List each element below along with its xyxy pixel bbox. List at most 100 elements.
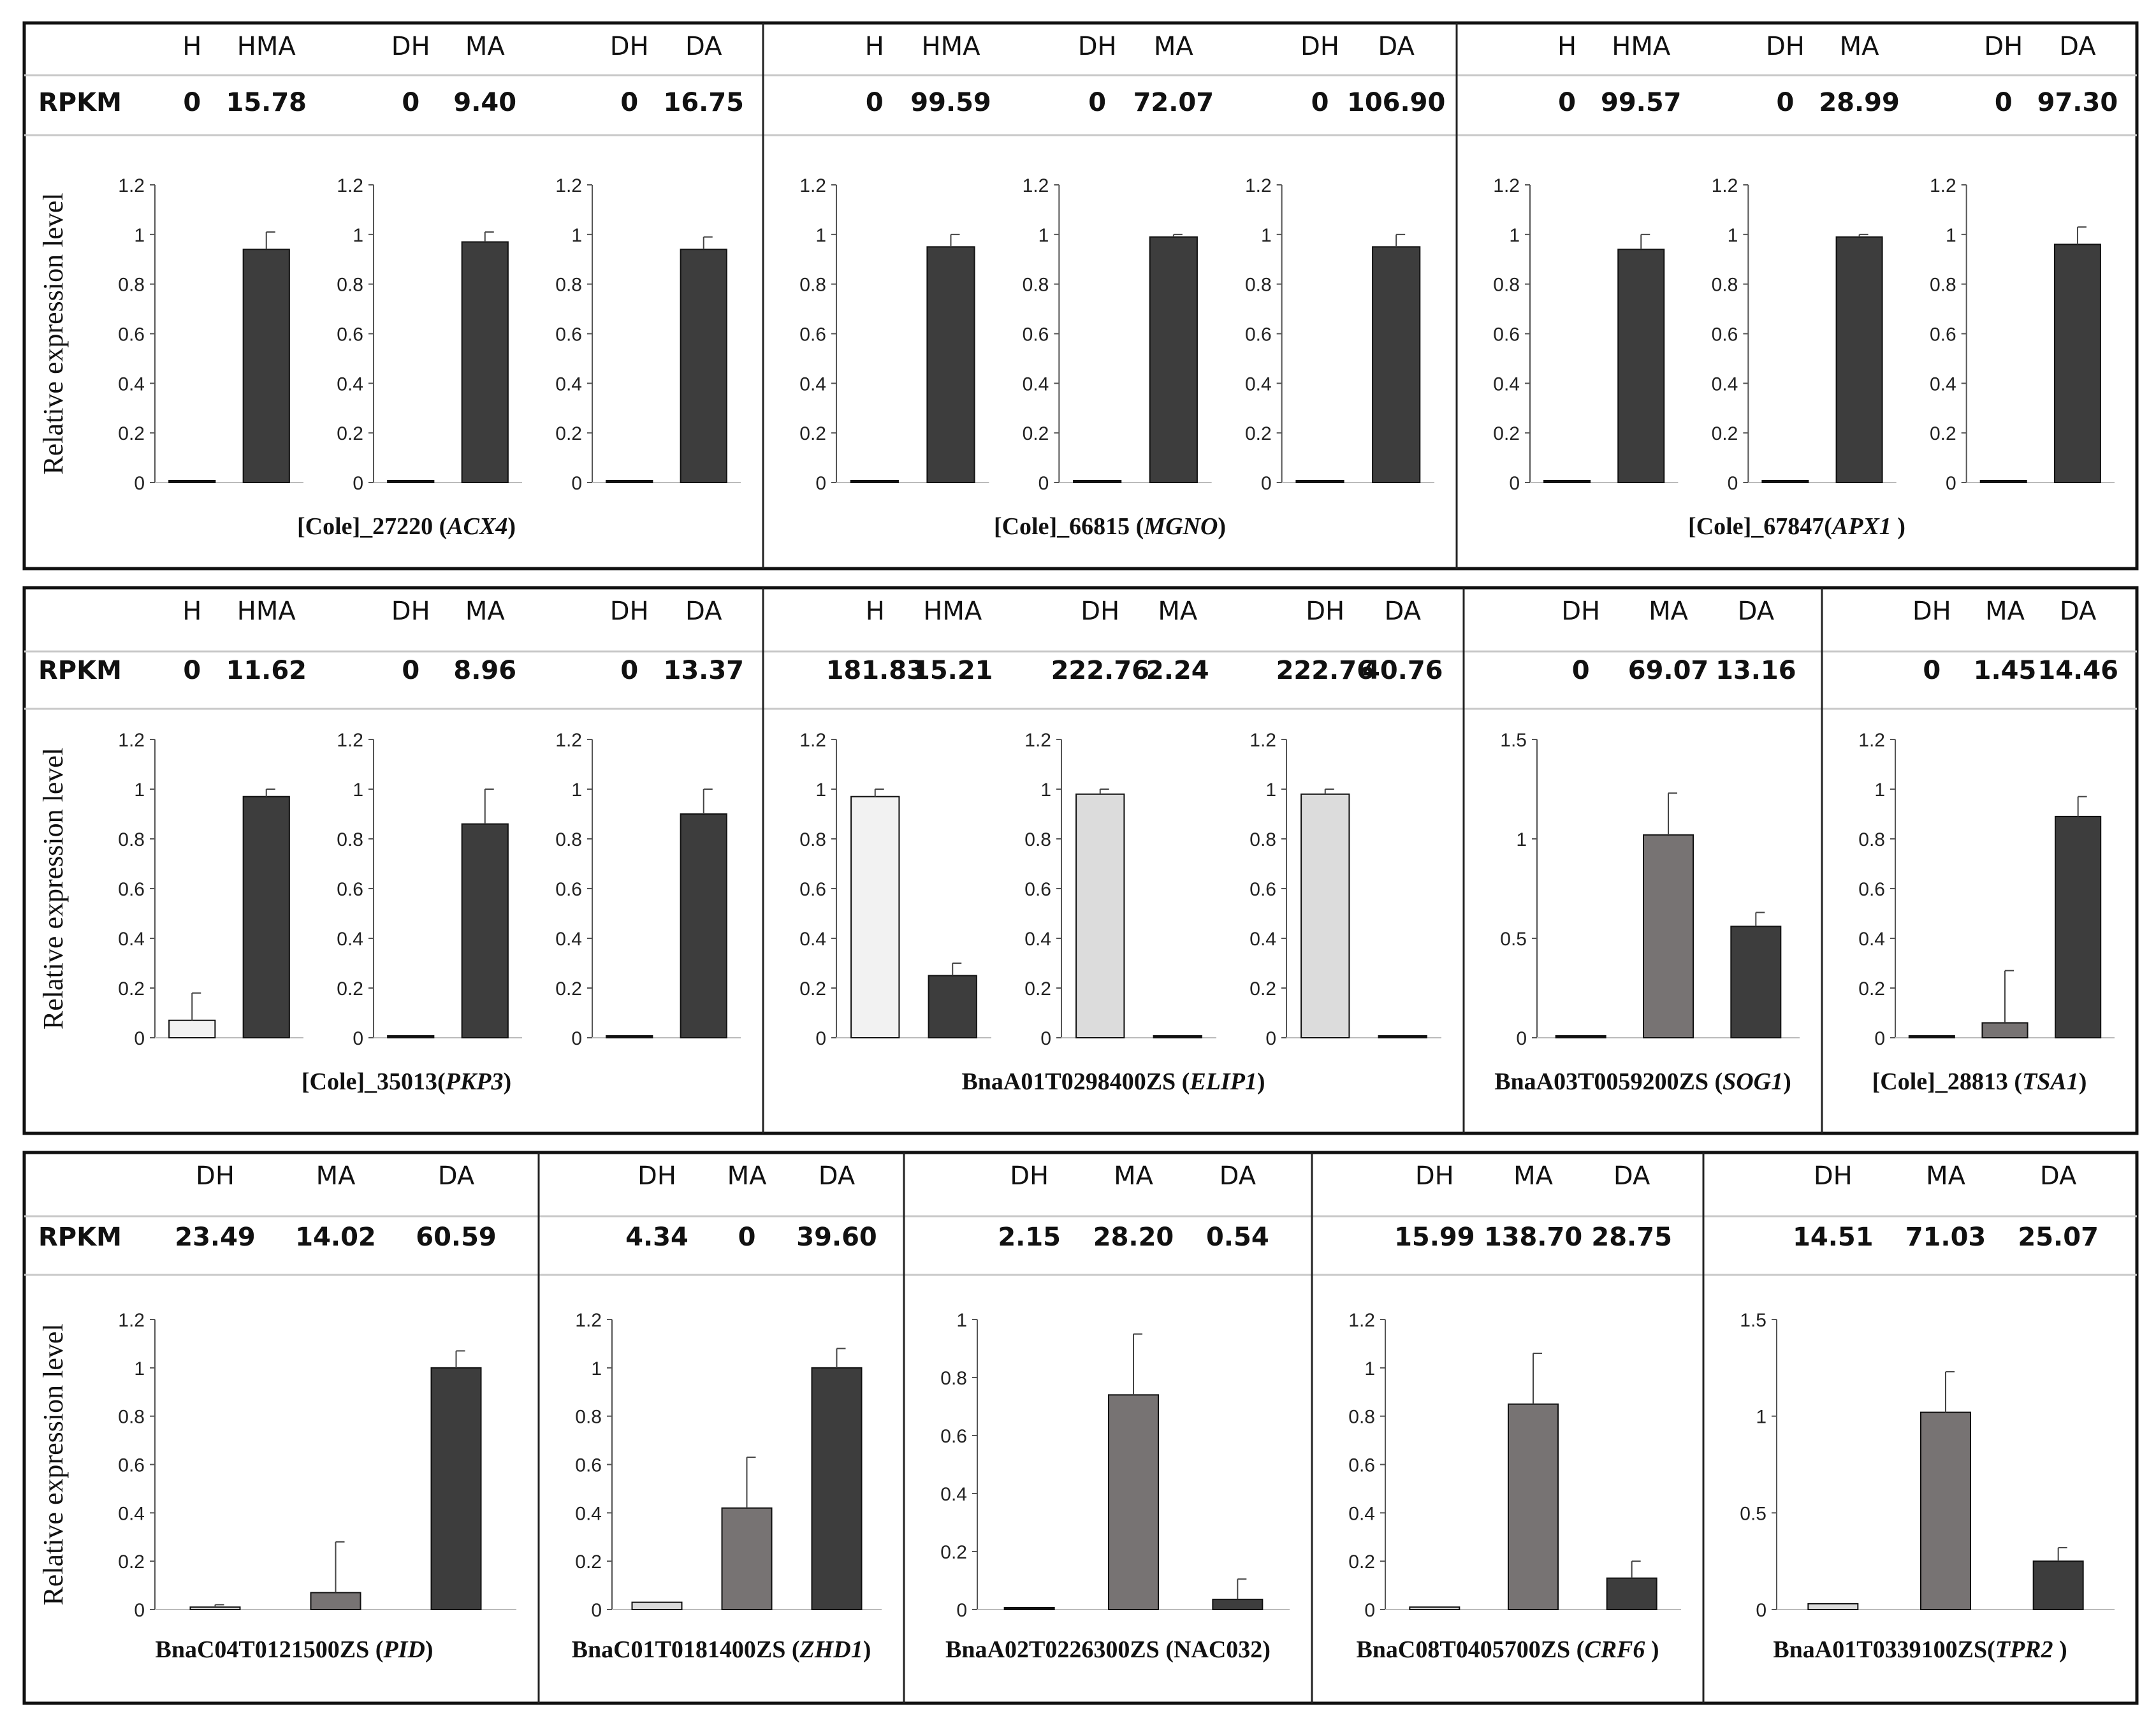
bar-ma [1643, 834, 1694, 1038]
y-tick-label: 1.2 [1249, 730, 1276, 751]
gene-caption: BnaC04T0121500ZS (PID) [155, 1636, 433, 1663]
y-tick-label: 1 [1946, 225, 1956, 246]
row-frame [22, 21, 2139, 571]
caption-id: [Cole]_27220 ( [297, 513, 447, 540]
y-tick-label: 0.4 [1245, 374, 1272, 395]
y-tick-label: 0.2 [1245, 423, 1272, 444]
y-tick-label: 0.6 [118, 324, 145, 345]
rpkm-value: 0.54 [1206, 1223, 1269, 1252]
y-tick-label: 0.4 [118, 929, 145, 950]
y-tick-label: 0 [956, 1600, 967, 1621]
caption-id: BnaA01T0339100ZS( [1773, 1636, 1995, 1663]
caption-end: ) [2079, 1068, 2087, 1095]
rpkm-value: 1.45 [1974, 656, 2037, 685]
rpkm-value: 2.15 [998, 1223, 1061, 1252]
bar-dh [1073, 480, 1122, 483]
rpkm-value: 40.76 [1362, 656, 1443, 685]
y-tick-label: 0.2 [118, 423, 145, 444]
y-tick-label: 1 [591, 1358, 602, 1379]
bar-dh [387, 480, 435, 483]
bar-chart: 0 0.5 1 1.5 DH 14.51 MA 71.03 DA 25.07 [1740, 1161, 2115, 1621]
y-tick-label: 0.4 [337, 929, 363, 950]
y-tick-label: 0.6 [555, 879, 582, 900]
rpkm-label: RPKM [38, 88, 122, 117]
rpkm-label: RPKM [38, 1223, 122, 1252]
rpkm-value: 0 [1088, 88, 1106, 117]
y-tick-label: 0.8 [1858, 829, 1885, 850]
bar-chart: 0 0.5 1 1.5 DH 0 MA 69.07 DA 13.16 [1500, 597, 1800, 1049]
bar-chart: 0 0.2 0.4 0.6 0.8 1 1.2 H 0 HMA 99.57 [1493, 32, 1681, 494]
category-label: DH [1814, 1161, 1853, 1191]
bar-dh [606, 1035, 653, 1038]
y-axis-label: Relative expression level [38, 1323, 69, 1605]
bar-chart: 0 0.2 0.4 0.6 0.8 1 1.2 DH 222.76 MA 2.24 [1024, 597, 1216, 1049]
y-tick-label: 0.4 [1858, 929, 1885, 950]
rpkm-label: RPKM [38, 656, 122, 685]
y-tick-label: 0.6 [799, 324, 826, 345]
bar-chart: 0 0.2 0.4 0.6 0.8 1 1.2 H 0 HMA 15.78 [118, 32, 307, 494]
caption-end: ) [425, 1636, 433, 1663]
category-label: DH [1984, 32, 2023, 61]
category-label: DH [1561, 597, 1600, 626]
category-label: MA [1154, 32, 1194, 61]
rpkm-value: 0 [183, 656, 201, 685]
bar-chart: 0 0.2 0.4 0.6 0.8 1 1.2 DH 0 DA 13.37 [555, 597, 744, 1049]
y-tick-label: 0.4 [1493, 374, 1520, 395]
y-tick-label: 0.8 [337, 829, 363, 850]
caption-end: ) [1645, 1636, 1659, 1663]
rpkm-value: 0 [620, 656, 638, 685]
y-tick-label: 1.2 [118, 730, 145, 751]
y-tick-label: 0.4 [555, 929, 582, 950]
category-label: DH [1081, 597, 1119, 626]
y-tick-label: 1.5 [1500, 730, 1527, 751]
y-tick-label: 0 [571, 473, 582, 494]
rpkm-value: 0 [1776, 88, 1794, 117]
y-tick-label: 1 [1874, 780, 1885, 801]
bar-ma [310, 1592, 361, 1610]
y-tick-label: 0.4 [575, 1503, 602, 1524]
category-label: DH [1766, 32, 1805, 61]
y-tick-label: 1 [1261, 225, 1272, 246]
y-tick-label: 0.6 [337, 879, 363, 900]
y-tick-label: 0.2 [1493, 423, 1520, 444]
rpkm-value: 28.99 [1819, 88, 1900, 117]
y-tick-label: 0 [815, 473, 826, 494]
category-label: DH [391, 32, 430, 61]
y-tick-label: 0.2 [799, 423, 826, 444]
category-label: HMA [922, 32, 981, 61]
rpkm-value: 99.57 [1601, 88, 1682, 117]
category-label: DA [438, 1161, 475, 1191]
gene-panel: BnaC04T0121500ZS (PID) 0 0.2 0.4 0.6 0.8 1 1.2 D… [118, 1161, 516, 1663]
y-tick-label: 0.4 [799, 374, 826, 395]
gene-panel: [Cole]_28813 (TSA1) 0 0.2 0.4 0.6 0.8 1 1.2 DH 0 M… [1821, 588, 2118, 1133]
category-label: MA [1840, 32, 1880, 61]
caption-id: BnaC01T0181400ZS ( [572, 1636, 800, 1663]
caption-gene: CRF6 [1584, 1636, 1645, 1663]
category-label: DH [610, 597, 649, 626]
category-label: HMA [237, 32, 296, 61]
y-tick-label: 0.8 [1930, 275, 1956, 296]
y-tick-label: 0.6 [799, 879, 826, 900]
rpkm-value: 0 [183, 88, 201, 117]
y-tick-label: 0 [1038, 473, 1049, 494]
category-label: DA [1385, 597, 1422, 626]
row-frame [22, 1151, 2139, 1705]
caption-end: ) [2053, 1636, 2067, 1663]
gene-caption: BnaA01T0298400ZS (ELIP1) [961, 1068, 1265, 1095]
y-tick-label: 0.4 [1249, 929, 1276, 950]
y-tick-label: 0 [571, 1028, 582, 1049]
bar-hma [242, 796, 290, 1038]
bar-dh [1409, 1606, 1460, 1610]
rpkm-value: 0 [1923, 656, 1941, 685]
category-label: DH [1415, 1161, 1454, 1191]
y-tick-label: 0.4 [337, 374, 363, 395]
bar-chart: 0 0.2 0.4 0.6 0.8 1 1.2 DH 0 MA 1.45 DA 14.46 [1858, 597, 2118, 1049]
bar-chart: 0 0.2 0.4 0.6 0.8 1 1.2 DH 15.99 MA 138.70 DA 28.75 [1348, 1161, 1681, 1621]
gene-panel: BnaA01T0339100ZS(TPR2 ) 0 0.5 1 1.5 DH 14.51 MA… [1702, 1152, 2115, 1703]
y-tick-label: 0.2 [575, 1552, 602, 1573]
gene-panel: BnaA03T0059200ZS (SOG1) 0 0.5 1 1.5 DH 0 MA 69.0… [1462, 588, 1800, 1133]
bar-ma [1153, 1035, 1202, 1038]
category-label: DA [1738, 597, 1775, 626]
y-tick-label: 0 [1756, 1600, 1766, 1621]
